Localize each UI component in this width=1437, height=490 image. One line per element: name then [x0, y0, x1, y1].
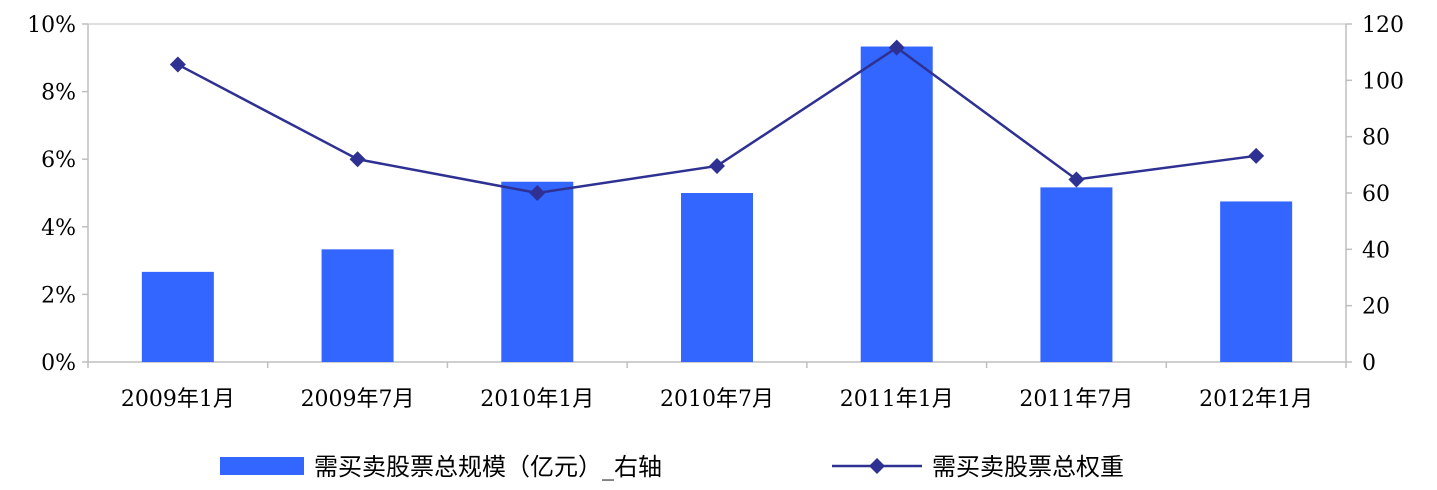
legend: 需买卖股票总规模（亿元）_右轴 需买卖股票总权重: [220, 453, 1124, 481]
right-tick-label: 120: [1362, 13, 1404, 38]
right-tick-label: 40: [1362, 238, 1390, 263]
left-tick-label: 10%: [27, 13, 76, 38]
category-label: 2009年7月: [301, 387, 415, 412]
right-tick-label: 60: [1362, 182, 1390, 207]
left-tick-label: 2%: [41, 283, 76, 308]
line-point-marker: [349, 151, 366, 168]
bar: [141, 271, 214, 362]
category-label: 2011年7月: [1019, 387, 1133, 412]
line-point-marker: [888, 39, 905, 56]
line-series: [169, 39, 1265, 201]
line-point-marker: [1068, 171, 1085, 188]
line-point-marker: [169, 56, 186, 73]
bar: [1220, 201, 1293, 362]
bar: [860, 46, 933, 363]
left-tick-label: 8%: [41, 81, 76, 106]
right-tick-label: 0: [1362, 351, 1376, 376]
right-tick-label: 80: [1362, 126, 1390, 151]
legend-bar-swatch: [220, 457, 304, 475]
category-label: 2010年7月: [660, 387, 774, 412]
legend-line-label: 需买卖股票总权重: [932, 453, 1124, 481]
right-tick-label: 100: [1362, 69, 1404, 94]
category-label: 2009年1月: [121, 387, 235, 412]
bar: [1040, 187, 1113, 362]
left-axis-ticks: 0% 2% 4% 6% 8% 10%: [27, 13, 88, 376]
category-labels: 2009年1月 2009年7月 2010年1月 2010年7月 2011年1月 2011年…: [87, 362, 1347, 412]
bar: [681, 193, 753, 362]
bar-series: [141, 46, 1293, 363]
bar: [501, 181, 574, 362]
category-label: 2010年1月: [480, 387, 594, 412]
category-label: 2012年1月: [1199, 387, 1313, 412]
legend-line-marker-icon: [869, 458, 885, 474]
left-tick-label: 4%: [41, 216, 76, 241]
legend-bar-label: 需买卖股票总规模（亿元）_右轴: [314, 453, 662, 481]
left-tick-label: 0%: [41, 351, 76, 376]
right-tick-label: 20: [1362, 295, 1390, 320]
right-axis-ticks: 0 20 40 60 80 100 120: [1346, 13, 1404, 376]
bar: [321, 249, 394, 362]
line-point-marker: [1248, 147, 1265, 164]
category-label: 2011年1月: [840, 387, 954, 412]
line-point-marker: [529, 185, 546, 201]
line-point-marker: [709, 157, 725, 174]
left-tick-label: 6%: [41, 148, 76, 173]
